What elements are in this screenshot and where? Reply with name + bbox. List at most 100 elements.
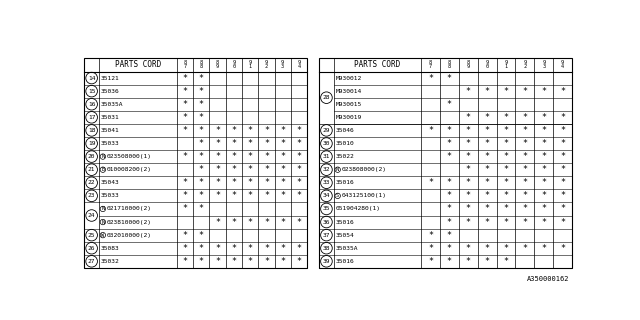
Text: M930014: M930014: [336, 89, 362, 94]
Text: *: *: [560, 218, 565, 227]
Text: 8
7: 8 7: [429, 60, 432, 69]
Text: *: *: [215, 191, 220, 200]
Text: *: *: [182, 152, 188, 161]
Text: *: *: [484, 204, 490, 213]
Text: *: *: [447, 178, 452, 187]
Text: 35031: 35031: [101, 115, 120, 120]
Text: *: *: [248, 218, 253, 227]
Text: *: *: [522, 87, 527, 96]
Text: *: *: [541, 87, 547, 96]
Text: *: *: [215, 126, 220, 135]
Text: *: *: [248, 165, 253, 174]
Text: *: *: [280, 165, 285, 174]
Text: *: *: [264, 191, 269, 200]
Text: *: *: [215, 165, 220, 174]
Text: *: *: [199, 74, 204, 83]
Text: *: *: [231, 165, 236, 174]
Text: 35083: 35083: [101, 246, 120, 251]
Text: *: *: [264, 139, 269, 148]
Text: 9
3: 9 3: [281, 60, 284, 69]
Text: *: *: [560, 191, 565, 200]
Text: 35033: 35033: [101, 193, 120, 198]
Text: B: B: [101, 167, 104, 172]
Text: *: *: [541, 152, 547, 161]
Text: *: *: [215, 139, 220, 148]
Text: 22: 22: [88, 180, 95, 185]
Text: 36: 36: [323, 220, 330, 225]
Text: *: *: [182, 113, 188, 122]
Text: 35043: 35043: [101, 180, 120, 185]
Bar: [319, 58, 572, 268]
Text: 35010: 35010: [336, 141, 355, 146]
Text: 17: 17: [88, 115, 95, 120]
Text: 15: 15: [88, 89, 95, 94]
Text: *: *: [296, 218, 301, 227]
Text: *: *: [264, 165, 269, 174]
Text: N: N: [101, 220, 104, 225]
Text: *: *: [280, 139, 285, 148]
Text: *: *: [466, 126, 471, 135]
Text: *: *: [522, 218, 527, 227]
Text: 20: 20: [88, 154, 95, 159]
Text: *: *: [182, 257, 188, 266]
Text: 8
9: 8 9: [467, 60, 470, 69]
Text: 35046: 35046: [336, 128, 355, 133]
Text: *: *: [504, 218, 509, 227]
Text: 27: 27: [88, 259, 95, 264]
Text: 14: 14: [88, 76, 95, 81]
Text: *: *: [522, 113, 527, 122]
Text: *: *: [182, 100, 188, 109]
Text: *: *: [560, 178, 565, 187]
Text: *: *: [504, 139, 509, 148]
Text: 032010000(2): 032010000(2): [106, 233, 151, 238]
Text: *: *: [447, 231, 452, 240]
Text: *: *: [231, 218, 236, 227]
Text: *: *: [447, 152, 452, 161]
Text: *: *: [215, 152, 220, 161]
Text: *: *: [541, 218, 547, 227]
Text: 010008200(2): 010008200(2): [106, 167, 151, 172]
Text: *: *: [484, 165, 490, 174]
Text: *: *: [182, 178, 188, 187]
Text: *: *: [199, 257, 204, 266]
Text: 35035A: 35035A: [101, 102, 124, 107]
Text: *: *: [466, 87, 471, 96]
Text: *: *: [199, 152, 204, 161]
Text: M930015: M930015: [336, 102, 362, 107]
Text: *: *: [231, 126, 236, 135]
Text: 8
8: 8 8: [200, 60, 203, 69]
Text: N: N: [336, 167, 339, 172]
Text: *: *: [522, 152, 527, 161]
Text: *: *: [541, 191, 547, 200]
Text: *: *: [264, 218, 269, 227]
Text: 18: 18: [88, 128, 95, 133]
Text: *: *: [484, 191, 490, 200]
Text: *: *: [484, 178, 490, 187]
Text: 39: 39: [323, 259, 330, 264]
Text: 35054: 35054: [336, 233, 355, 238]
Text: *: *: [560, 126, 565, 135]
Text: *: *: [504, 191, 509, 200]
Text: 35036: 35036: [101, 89, 120, 94]
Text: *: *: [296, 244, 301, 253]
Text: *: *: [182, 74, 188, 83]
Text: *: *: [466, 191, 471, 200]
Text: *: *: [484, 218, 490, 227]
Text: *: *: [428, 178, 433, 187]
Text: *: *: [199, 113, 204, 122]
Text: *: *: [248, 244, 253, 253]
Text: *: *: [447, 74, 452, 83]
Text: *: *: [447, 139, 452, 148]
Text: *: *: [466, 244, 471, 253]
Text: *: *: [248, 139, 253, 148]
Text: *: *: [466, 204, 471, 213]
Text: S: S: [336, 193, 339, 198]
Text: *: *: [522, 139, 527, 148]
Text: *: *: [541, 165, 547, 174]
Text: *: *: [231, 139, 236, 148]
Text: *: *: [484, 257, 490, 266]
Text: *: *: [466, 152, 471, 161]
Text: N: N: [101, 206, 104, 212]
Text: *: *: [296, 178, 301, 187]
Text: 26: 26: [88, 246, 95, 251]
